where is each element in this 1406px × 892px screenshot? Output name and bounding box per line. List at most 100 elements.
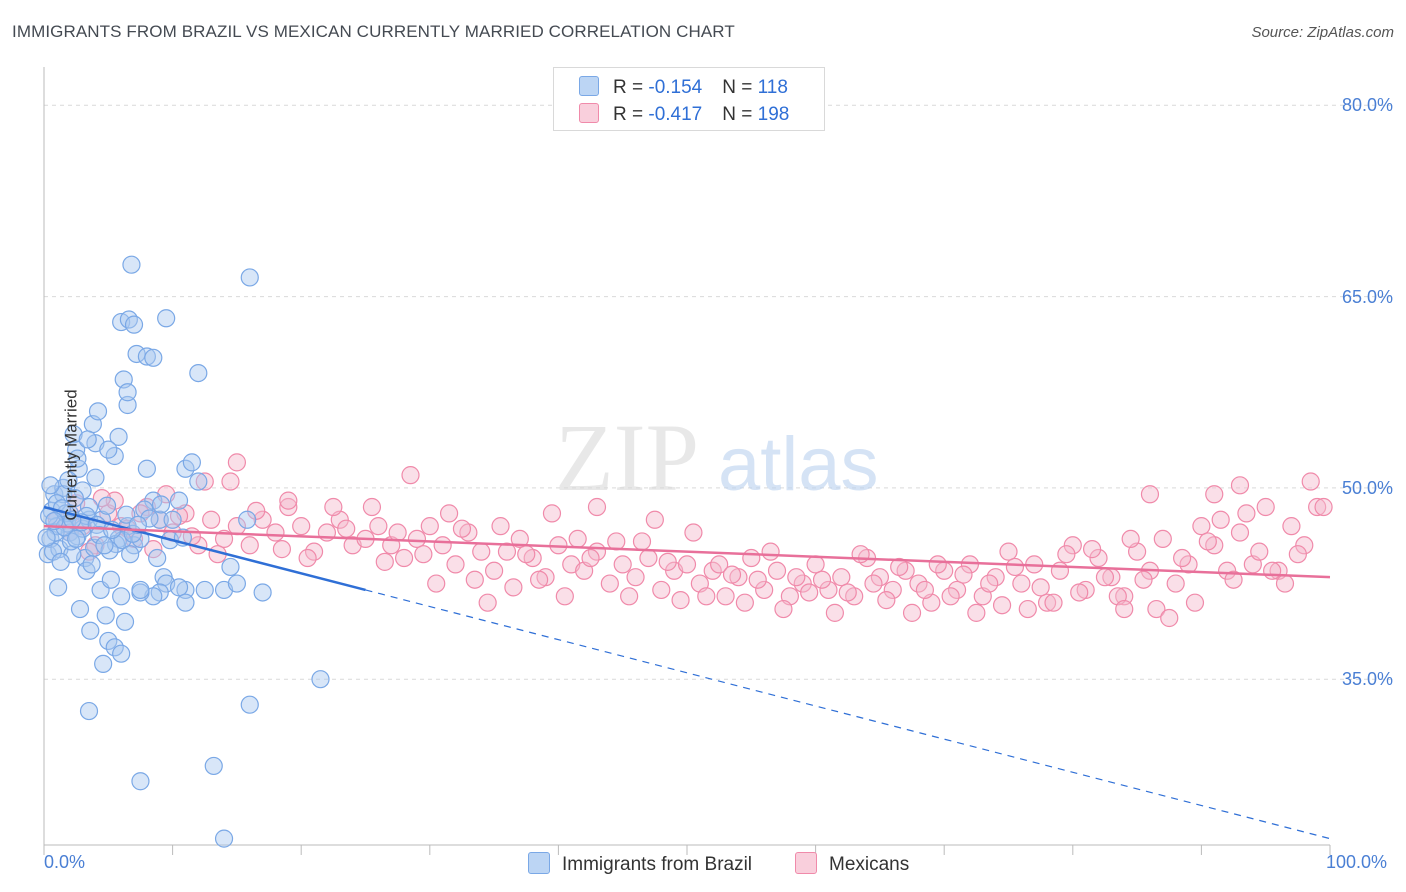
point-brazil-122 bbox=[117, 505, 136, 524]
point-brazil-22 bbox=[81, 621, 100, 640]
point-mexicans-138 bbox=[568, 529, 587, 549]
point-mexicans-142 bbox=[632, 532, 652, 551]
watermark-atlas: atlas bbox=[718, 422, 879, 507]
point-mexicans-19 bbox=[292, 517, 311, 536]
point-mexicans-127 bbox=[375, 552, 394, 571]
legend-r-label: R = bbox=[613, 104, 649, 125]
point-mexicans-30 bbox=[433, 536, 452, 555]
point-mexicans-171 bbox=[1018, 599, 1037, 619]
point-mexicans-163 bbox=[915, 580, 935, 600]
point-mexicans-35 bbox=[497, 542, 517, 561]
point-brazil-29 bbox=[101, 570, 120, 589]
point-mexicans-89 bbox=[1192, 517, 1211, 536]
point-brazil-61 bbox=[182, 453, 201, 472]
point-mexicans-86 bbox=[1153, 529, 1172, 549]
point-mexicans-176 bbox=[1082, 540, 1102, 559]
legend-r-mexicans: -0.417 bbox=[648, 104, 703, 125]
point-mexicans-74 bbox=[999, 542, 1018, 561]
point-mexicans-17 bbox=[266, 523, 285, 542]
point-mexicans-145 bbox=[684, 523, 703, 542]
point-mexicans-182 bbox=[1160, 608, 1179, 628]
point-brazil-52 bbox=[118, 383, 137, 402]
y-tick-label-35: 35.0% bbox=[1341, 669, 1393, 690]
point-mexicans-106 bbox=[227, 453, 246, 472]
point-mexicans-189 bbox=[1250, 542, 1269, 561]
point-mexicans-157 bbox=[838, 583, 857, 602]
bottom-legend-brazil: Immigrants from Brazil bbox=[528, 852, 752, 876]
point-mexicans-165 bbox=[941, 587, 960, 606]
point-mexicans-79 bbox=[1063, 536, 1082, 555]
point-brazil-47 bbox=[144, 348, 163, 367]
point-mexicans-169 bbox=[992, 596, 1012, 615]
point-mexicans-143 bbox=[658, 552, 677, 571]
point-mexicans-156 bbox=[825, 603, 844, 622]
point-mexicans-137 bbox=[555, 587, 574, 606]
point-mexicans-186 bbox=[1211, 510, 1230, 529]
point-brazil-121 bbox=[95, 536, 114, 555]
point-mexicans-52 bbox=[716, 587, 735, 606]
point-brazil-126 bbox=[67, 529, 86, 549]
y-tick-label-65: 65.0% bbox=[1341, 286, 1393, 307]
point-brazil-27 bbox=[112, 587, 131, 606]
point-brazil-30 bbox=[94, 654, 113, 673]
point-mexicans-184 bbox=[1185, 593, 1205, 612]
point-mexicans-15 bbox=[240, 536, 259, 555]
point-mexicans-190 bbox=[1263, 561, 1282, 580]
point-mexicans-179 bbox=[1121, 529, 1140, 549]
point-mexicans-149 bbox=[735, 593, 754, 612]
point-brazil-18 bbox=[88, 402, 108, 421]
point-brazil-79 bbox=[204, 756, 223, 776]
point-mexicans-135 bbox=[517, 545, 536, 564]
point-brazil-80 bbox=[131, 772, 150, 791]
point-mexicans-112 bbox=[491, 517, 510, 536]
point-brazil-95 bbox=[51, 552, 70, 571]
point-brazil-113 bbox=[121, 545, 140, 564]
point-brazil-124 bbox=[37, 528, 56, 547]
point-brazil-93 bbox=[46, 523, 65, 542]
point-brazil-75 bbox=[238, 510, 257, 529]
point-mexicans-25 bbox=[369, 517, 388, 536]
bottom-swatch-brazil bbox=[528, 852, 550, 874]
point-mexicans-144 bbox=[671, 591, 690, 610]
point-mexicans-146 bbox=[697, 587, 716, 606]
point-mexicans-181 bbox=[1147, 599, 1166, 619]
point-mexicans-195 bbox=[1230, 476, 1250, 495]
legend-n-mexicans: 198 bbox=[757, 104, 790, 125]
bottom-swatch-mexicans bbox=[795, 852, 817, 874]
point-brazil-115 bbox=[59, 471, 78, 490]
point-mexicans-125 bbox=[298, 548, 317, 568]
point-brazil-83 bbox=[112, 644, 131, 663]
point-mexicans-43 bbox=[600, 574, 619, 593]
legend-swatch-brazil bbox=[579, 76, 599, 96]
point-mexicans-78 bbox=[1050, 561, 1070, 580]
point-mexicans-139 bbox=[581, 548, 600, 568]
watermark: ZIP atlas bbox=[555, 404, 879, 511]
point-brazil-55 bbox=[99, 440, 118, 459]
point-mexicans-31 bbox=[446, 555, 465, 574]
point-mexicans-126 bbox=[337, 519, 356, 538]
point-mexicans-56 bbox=[767, 561, 787, 580]
point-mexicans-151 bbox=[761, 542, 780, 561]
trend-lines bbox=[43, 505, 1331, 840]
point-mexicans-28 bbox=[407, 529, 427, 549]
point-mexicans-27 bbox=[394, 548, 414, 568]
point-mexicans-164 bbox=[928, 555, 947, 574]
point-mexicans-194 bbox=[1205, 485, 1224, 504]
point-brazil-112 bbox=[100, 541, 119, 560]
point-mexicans-197 bbox=[1115, 599, 1134, 619]
point-mexicans-54 bbox=[742, 548, 761, 568]
point-brazil-69 bbox=[221, 557, 240, 577]
point-brazil-127 bbox=[151, 495, 171, 514]
point-mexicans-110 bbox=[401, 466, 420, 485]
point-mexicans-49 bbox=[677, 555, 697, 574]
point-mexicans-87 bbox=[1166, 574, 1185, 593]
legend-swatch-mexicans bbox=[579, 103, 599, 123]
point-mexicans-33 bbox=[472, 542, 491, 561]
point-brazil-108 bbox=[41, 476, 60, 495]
axes bbox=[43, 67, 1331, 855]
y-axis-label: Currently Married bbox=[61, 389, 81, 521]
y-tick-label-50: 50.0% bbox=[1341, 477, 1393, 498]
point-brazil-50 bbox=[122, 255, 141, 274]
x-tick-label-100: 100.0% bbox=[1326, 852, 1388, 872]
